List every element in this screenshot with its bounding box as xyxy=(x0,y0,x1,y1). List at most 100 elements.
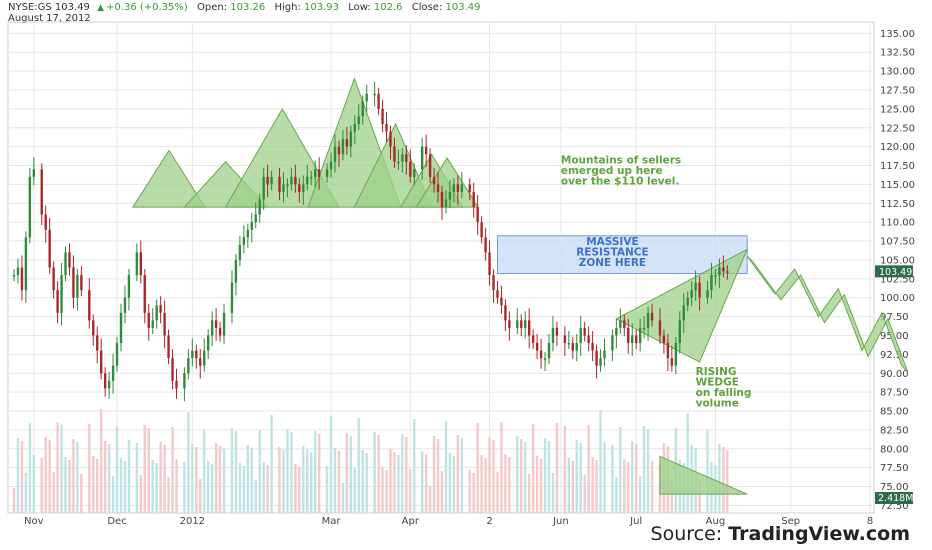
annotation-line: RISING xyxy=(696,366,737,378)
volume-bar xyxy=(337,451,341,513)
candle-body xyxy=(313,169,317,177)
candle-body xyxy=(103,373,107,389)
ohlc-header: NYSE:GS 103.49 ▲ +0.36 (+0.35%) Open: 103… xyxy=(8,2,481,13)
date-label: August 17, 2012 xyxy=(8,13,91,24)
volume-bar xyxy=(480,455,483,513)
x-tick-label: Apr xyxy=(402,516,420,527)
candle-body xyxy=(678,320,681,344)
candle-body xyxy=(12,275,16,277)
volume-bar xyxy=(587,425,590,513)
volume-bar xyxy=(313,431,317,513)
candle-body xyxy=(662,335,666,344)
candle-body xyxy=(682,305,685,321)
candle-body xyxy=(638,327,642,344)
volume-bar xyxy=(623,459,626,513)
candle-body xyxy=(524,320,527,328)
volume-bar xyxy=(210,464,214,513)
candle-body xyxy=(726,271,729,273)
volume-bar xyxy=(214,443,218,513)
candle-body xyxy=(333,146,337,162)
mountain-triangle xyxy=(131,149,206,208)
volume-bar xyxy=(56,422,59,513)
low-label: Low: xyxy=(348,2,371,13)
candle-body xyxy=(579,327,582,344)
y-tick-label: 90.00 xyxy=(880,369,909,380)
candle-body xyxy=(163,312,166,336)
candle-body xyxy=(452,184,456,192)
candle-body xyxy=(28,176,32,238)
candle-body xyxy=(52,267,55,291)
volume-bar xyxy=(290,432,293,513)
candle-body xyxy=(405,154,408,162)
y-tick-label: 120.00 xyxy=(880,142,915,153)
resistance-zone xyxy=(496,235,748,275)
volume-bar xyxy=(203,429,206,513)
change: +0.36 (+0.35%) xyxy=(106,2,188,13)
candle-body xyxy=(436,184,440,192)
volume-bar xyxy=(504,454,507,513)
candle-body xyxy=(722,267,725,272)
volume-bar xyxy=(448,453,452,513)
candle-body xyxy=(60,275,63,313)
volume-bar xyxy=(638,476,642,513)
volume-bar xyxy=(230,428,234,513)
candle-body xyxy=(520,320,523,328)
candle-body xyxy=(646,312,650,328)
candle-body xyxy=(377,93,380,109)
volume-bar xyxy=(444,421,448,513)
candle-body xyxy=(20,267,24,291)
x-tick-label: Sep xyxy=(781,516,800,527)
x-axis: Nov Dec 2012 Mar Apr 2 Jun Jul Aug Sep 8 xyxy=(24,516,873,527)
candle-body xyxy=(476,207,479,223)
pattern-shapes xyxy=(131,77,909,495)
volume-bar xyxy=(310,452,313,513)
candle-body xyxy=(155,305,158,321)
candle-body xyxy=(595,350,598,366)
candle-body xyxy=(432,176,436,185)
volume-bar xyxy=(389,449,392,513)
candle-body xyxy=(317,169,321,177)
volume-bar xyxy=(40,458,43,513)
volume-bar xyxy=(175,459,178,513)
candle-body xyxy=(456,184,460,192)
y-tick-label: 80.00 xyxy=(880,444,909,455)
candle-body xyxy=(111,365,115,381)
candles xyxy=(12,81,729,402)
high-label: High: xyxy=(274,2,301,13)
candle-body xyxy=(361,101,364,117)
volume-bar xyxy=(345,433,349,513)
high-value: 103.93 xyxy=(304,2,339,13)
volume-bar xyxy=(381,467,384,513)
volume-bar xyxy=(631,441,634,513)
candle-body xyxy=(218,327,222,336)
volume-bar xyxy=(24,473,28,513)
candle-body xyxy=(587,335,590,344)
candle-body xyxy=(119,312,123,344)
volume-label: 2.418M xyxy=(878,493,913,504)
volume-bar xyxy=(353,468,357,513)
volume-bar xyxy=(262,462,265,513)
volume-bar xyxy=(373,432,376,513)
candle-body xyxy=(504,305,507,321)
volume-bar xyxy=(294,464,297,513)
volume-bar xyxy=(20,441,24,513)
candle-body xyxy=(195,350,198,359)
volume-bar xyxy=(650,461,654,513)
low-value: 102.6 xyxy=(373,2,403,13)
volume-bar xyxy=(341,483,345,513)
candle-body xyxy=(389,131,392,147)
candle-body xyxy=(674,343,678,366)
candle-body xyxy=(341,139,345,155)
volume-bar xyxy=(571,461,574,513)
candle-body xyxy=(80,275,83,291)
candle-body xyxy=(567,343,571,345)
annotations: 103.49 2.418M Mountains of sellersemerged … xyxy=(561,154,913,504)
candle-body xyxy=(302,184,305,192)
candle-body xyxy=(115,343,119,366)
candle-body xyxy=(706,290,709,298)
volume-bar xyxy=(413,419,416,513)
volume-bar xyxy=(591,457,594,513)
candle-body xyxy=(183,373,186,389)
candle-body xyxy=(92,320,95,336)
